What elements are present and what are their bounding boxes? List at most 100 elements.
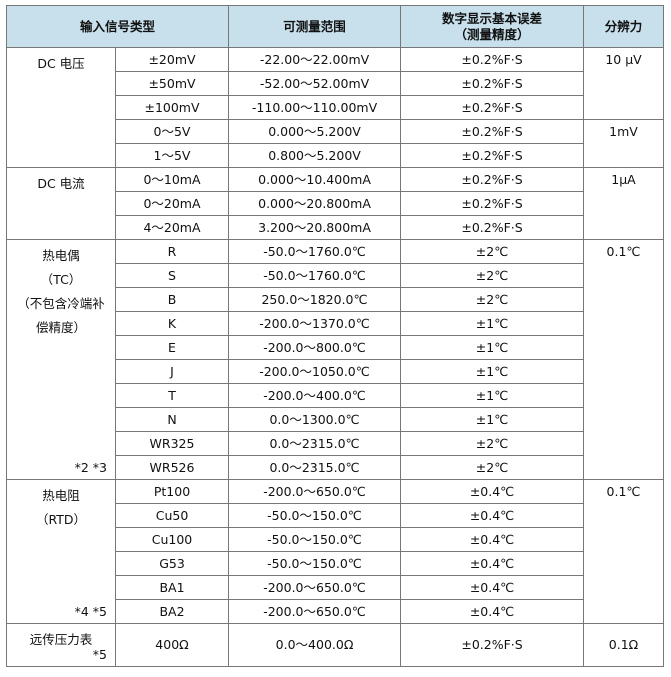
table-row: DC 电压 ±20mV -22.00～22.00mV ±0.2%F·S 10 μV [6, 47, 665, 168]
table-row: ±100mV -110.00～110.00mV ±0.2%F·S [7, 95, 664, 120]
header-cell: 可测量范围 [228, 5, 402, 48]
group-cell: 远传压力表 *5 [6, 623, 116, 667]
accuracy: ±0.2%F·S [400, 167, 585, 192]
accuracy: ±0.2%F·S [400, 47, 585, 72]
table-row: G53 -50.0～150.0℃ ±0.4℃ [7, 551, 664, 576]
signal-type: ±50mV [114, 71, 230, 96]
group-label: 热电偶 [42, 248, 80, 263]
table-row: 4～20mA 3.200～20.800mA ±0.2%F·S [7, 215, 664, 240]
range: 250.0～1820.0℃ [228, 287, 402, 312]
table-row: 0～5V 0.000～5.200V ±0.2%F·S 1mV [7, 119, 665, 168]
header-cell: 输入信号类型 [5, 5, 230, 48]
range: 0.0～2315.0℃ [228, 431, 402, 456]
range: 0.000～5.200V [228, 119, 402, 144]
group-label: 偿精度） [35, 320, 86, 335]
range: -22.00～22.00mV [228, 47, 402, 72]
group-cell: DC 电压 [6, 47, 116, 168]
range: -50.0～1760.0℃ [228, 263, 402, 288]
table-row: J -200.0～1050.0℃ ±1℃ [7, 359, 664, 384]
table-row: 热电偶 （TC） （不包含冷端补 偿精度） *2 *3 R -50.0～1760.0℃ ±2℃… [6, 239, 665, 480]
range: -200.0～650.0℃ [228, 479, 402, 504]
range: -50.0～150.0℃ [228, 527, 402, 552]
accuracy: ±0.4℃ [400, 527, 585, 552]
accuracy: ±1℃ [400, 407, 585, 432]
group-label: 热电阻 [42, 488, 80, 503]
signal-type: T [114, 383, 230, 408]
table-row: K -200.0～1370.0℃ ±1℃ [7, 311, 664, 336]
group-note: *2 *3 [74, 460, 107, 475]
accuracy: ±1℃ [400, 383, 585, 408]
signal-type: B [114, 287, 230, 312]
group-label: 远传压力表 [29, 632, 93, 647]
signal-type: Cu100 [114, 527, 230, 552]
accuracy: ±0.2%F·S [400, 623, 585, 667]
group-label: DC 电流 [37, 176, 85, 191]
signal-type: Pt100 [114, 479, 230, 504]
header-cell: 数字显示基本误差 （测量精度） [400, 5, 585, 48]
range: 0.000～10.400mA [228, 167, 402, 192]
header-line: 数字显示基本误差 [442, 10, 543, 26]
signal-type: J [114, 359, 230, 384]
accuracy: ±0.2%F·S [400, 215, 585, 240]
range: 0.0～1300.0℃ [228, 407, 402, 432]
resolution: 1mV [583, 119, 665, 168]
signal-type: 0～5V [114, 119, 230, 144]
accuracy: ±2℃ [400, 431, 585, 456]
table-row: BA2 -200.0～650.0℃ ±0.4℃ [7, 599, 664, 624]
group-label: DC 电压 [37, 56, 85, 71]
range: -50.0～150.0℃ [228, 551, 402, 576]
signal-type: WR325 [114, 431, 230, 456]
table-row: Cu100 -50.0～150.0℃ ±0.4℃ [7, 527, 664, 552]
range: 0.0～2315.0℃ [228, 455, 402, 480]
signal-type: 400Ω [114, 623, 230, 667]
accuracy: ±0.4℃ [400, 503, 585, 528]
signal-type: 0～10mA [114, 167, 230, 192]
range: -200.0～650.0℃ [228, 599, 402, 624]
signal-type: R [114, 239, 230, 264]
group-cell: 热电偶 （TC） （不包含冷端补 偿精度） *2 *3 [6, 239, 116, 480]
table-row: WR526 0.0～2315.0℃ ±2℃ [7, 455, 664, 480]
group-label: （不包含冷端补 [17, 296, 105, 311]
table-row: DC 电流 0～10mA 0.000～10.400mA ±0.2%F·S 1μA [6, 167, 665, 240]
signal-type: G53 [114, 551, 230, 576]
table-row: 远传压力表 *5 400Ω 0.0～400.0Ω ±0.2%F·S 0.1Ω [6, 623, 665, 667]
header-line: （测量精度） [454, 26, 530, 42]
accuracy: ±0.2%F·S [400, 143, 585, 168]
accuracy: ±0.4℃ [400, 551, 585, 576]
accuracy: ±0.4℃ [400, 575, 585, 600]
signal-type: N [114, 407, 230, 432]
accuracy: ±1℃ [400, 359, 585, 384]
signal-type: WR526 [114, 455, 230, 480]
range: -110.00～110.00mV [228, 95, 402, 120]
group-note: *5 [92, 647, 107, 662]
accuracy: ±0.2%F·S [400, 71, 585, 96]
signal-type: BA1 [114, 575, 230, 600]
table-row: BA1 -200.0～650.0℃ ±0.4℃ [7, 575, 664, 600]
signal-type: 1～5V [114, 143, 230, 168]
range: -200.0～650.0℃ [228, 575, 402, 600]
range: -200.0～1050.0℃ [228, 359, 402, 384]
range: -52.00～52.00mV [228, 71, 402, 96]
accuracy: ±0.2%F·S [400, 119, 585, 144]
range: -50.0～1760.0℃ [228, 239, 402, 264]
resolution: 0.1Ω [583, 623, 665, 667]
range: 0.000～20.800mA [228, 191, 402, 216]
spec-table: 输入信号类型 可测量范围 数字显示基本误差 （测量精度） 分辨力 DC 电压 ±20… [5, 5, 665, 667]
accuracy: ±2℃ [400, 263, 585, 288]
accuracy: ±2℃ [400, 287, 585, 312]
accuracy: ±1℃ [400, 335, 585, 360]
group-note: *4 *5 [74, 604, 107, 619]
resolution: 10 μV [583, 47, 665, 120]
resolution: 0.1℃ [583, 479, 665, 624]
accuracy: ±2℃ [400, 239, 585, 264]
table-row: T -200.0～400.0℃ ±1℃ [7, 383, 664, 408]
signal-type: Cu50 [114, 503, 230, 528]
signal-type: BA2 [114, 599, 230, 624]
resolution: 0.1℃ [583, 239, 665, 480]
accuracy: ±0.4℃ [400, 599, 585, 624]
signal-type: ±100mV [114, 95, 230, 120]
range: -200.0～400.0℃ [228, 383, 402, 408]
range: -200.0～1370.0℃ [228, 311, 402, 336]
accuracy: ±0.2%F·S [400, 191, 585, 216]
